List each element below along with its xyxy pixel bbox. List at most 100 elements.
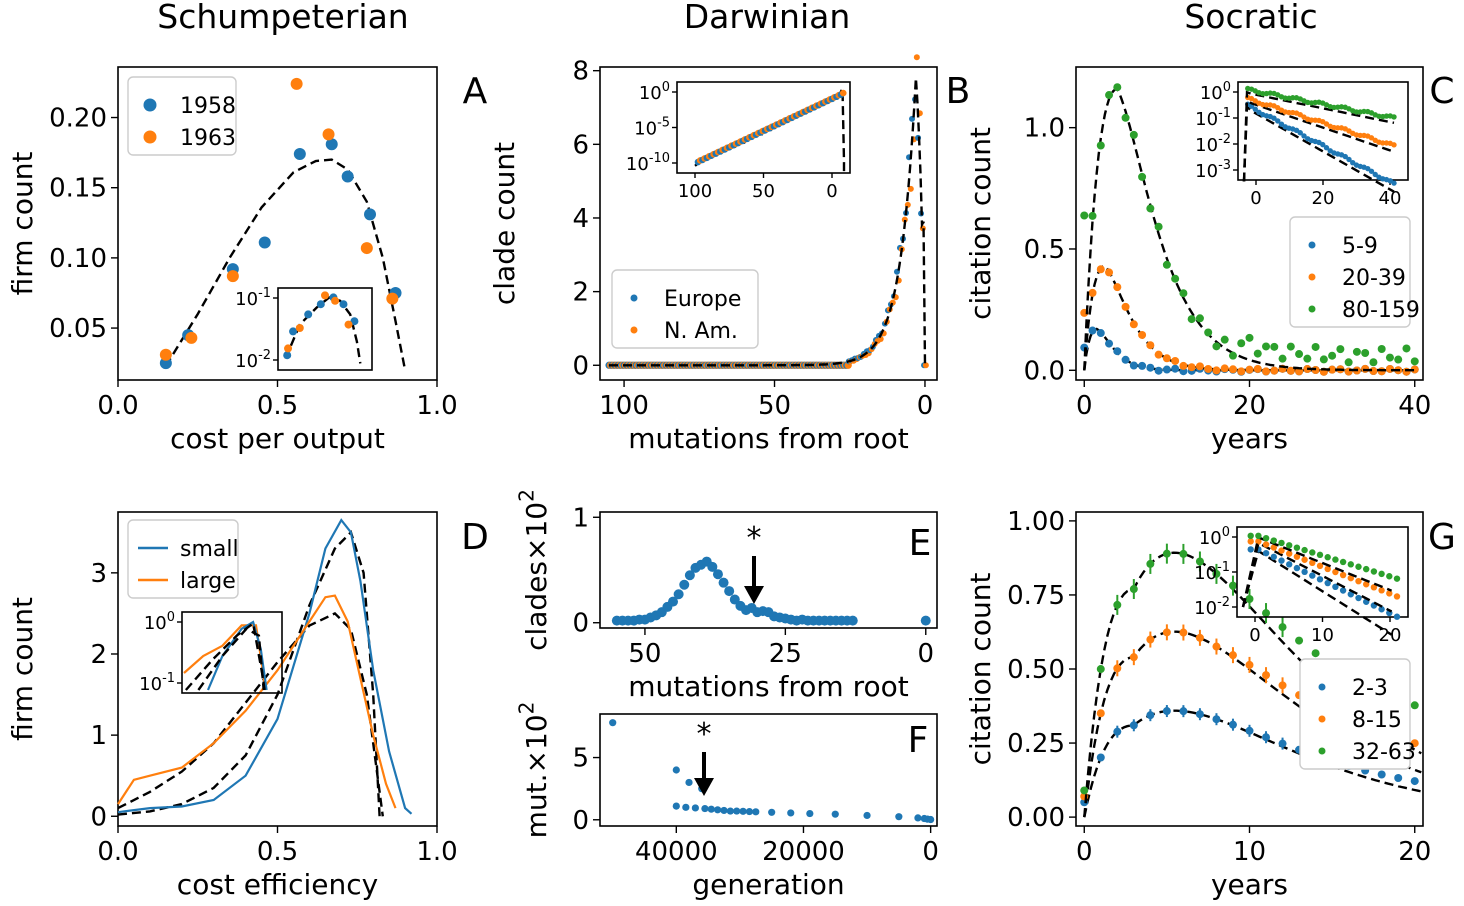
inset-line xyxy=(183,624,267,691)
data-point xyxy=(745,807,754,816)
inset-x-tick-label: 20 xyxy=(1379,625,1402,646)
panel-d: 0.0 0.5 1.0 0 1 2 3 cost efficiency firm count Ds… xyxy=(6,511,489,901)
inset-point xyxy=(1309,572,1316,579)
inset-point xyxy=(1263,102,1270,108)
data-point xyxy=(1262,342,1271,351)
plot-frame xyxy=(599,713,938,827)
inset-point xyxy=(1378,570,1385,578)
inset-point xyxy=(283,351,292,360)
x-tick-label: 0.0 xyxy=(97,837,138,867)
y-tick-label: 8 xyxy=(572,57,589,87)
data-point xyxy=(1088,326,1097,335)
y-axis-label: mut.×102 xyxy=(514,702,553,839)
inset-point xyxy=(1363,565,1370,573)
legend-label: 80-159 xyxy=(1342,298,1420,323)
panel-f: 40000 20000 0 0 5 generation mut.×102 F * xyxy=(514,702,939,901)
plot-frame xyxy=(599,511,938,629)
data-point xyxy=(1319,355,1328,364)
inset-point xyxy=(295,324,304,332)
legend-label: small xyxy=(180,537,239,562)
data-point xyxy=(1352,347,1361,356)
data-point xyxy=(1171,274,1180,283)
inset-fit xyxy=(1241,549,1393,636)
inset-point xyxy=(1301,556,1308,563)
inset-point xyxy=(1290,95,1296,101)
data-point xyxy=(895,813,903,821)
data-point xyxy=(341,170,354,183)
inset-point xyxy=(1355,563,1362,570)
data-point xyxy=(185,331,198,344)
data-point xyxy=(1162,365,1171,374)
fit-curve xyxy=(117,611,384,817)
inset-point xyxy=(1323,145,1330,151)
x-tick-label: 25 xyxy=(769,639,802,669)
data-point xyxy=(1245,333,1254,342)
inset-point xyxy=(339,300,348,309)
inset-y-tick-label: 100 xyxy=(1199,525,1230,549)
x-tick-label: 20 xyxy=(1233,391,1266,421)
data-point xyxy=(673,589,684,600)
y-tick-label: 1 xyxy=(572,503,589,533)
y-axis-label: firm count xyxy=(6,597,39,741)
inset-point xyxy=(321,291,329,300)
data-point xyxy=(1129,320,1138,329)
data-point xyxy=(360,242,373,255)
y-axis-label: clade count xyxy=(488,142,521,305)
inset-point xyxy=(1316,551,1324,559)
inset-y-tick-label: 100 xyxy=(144,610,175,634)
legend-marker xyxy=(630,294,638,302)
inset-point xyxy=(1270,544,1278,551)
x-tick-label: 100 xyxy=(599,391,649,421)
inset-point xyxy=(1286,561,1293,568)
data-point xyxy=(672,802,680,810)
legend-box xyxy=(127,519,239,599)
legend-marker xyxy=(630,326,638,334)
inset-point xyxy=(1386,573,1393,580)
data-point xyxy=(920,615,931,626)
data-point xyxy=(1286,366,1295,375)
column-title-schumpeterian: Schumpeterian xyxy=(157,0,408,36)
inset-point xyxy=(1372,171,1378,178)
data-point xyxy=(1096,265,1105,274)
inset-x-tick-label: 20 xyxy=(1312,188,1335,209)
inset-point xyxy=(1335,125,1341,131)
data-point xyxy=(1138,361,1147,370)
arrow-head xyxy=(694,778,714,796)
legend-marker xyxy=(143,98,157,112)
panel-label: B xyxy=(946,71,971,112)
data-point xyxy=(1138,330,1147,339)
data-point xyxy=(1212,342,1221,351)
data-point xyxy=(847,615,858,626)
fit-curve xyxy=(164,158,407,371)
data-point xyxy=(927,815,935,824)
x-tick-label: 1.0 xyxy=(416,391,457,421)
inset-point xyxy=(1391,180,1397,186)
data-point xyxy=(322,128,335,141)
data-point xyxy=(1262,367,1271,376)
data-point xyxy=(1344,358,1353,367)
data-point xyxy=(1336,345,1345,354)
data-point xyxy=(1311,342,1320,351)
x-axis-label: years xyxy=(1211,868,1288,901)
data-point xyxy=(672,766,680,774)
data-point xyxy=(1162,354,1171,363)
inset-x-tick-label: 10 xyxy=(1311,625,1334,646)
data-point xyxy=(293,148,306,161)
data-point xyxy=(1113,347,1122,356)
data-point xyxy=(1311,649,1320,658)
data-point xyxy=(1402,344,1411,353)
panel-e: 50 25 0 0 1 mutations from root clades×102 E * xyxy=(514,489,938,703)
y-tick-label: 0.20 xyxy=(49,104,107,134)
y-tick-label: 0 xyxy=(90,802,107,832)
x-axis-label: cost per output xyxy=(170,422,385,455)
panel-g: 0 10 20 0.00 0.25 0.50 0.75 1.00 years citation c… xyxy=(964,507,1456,901)
inset-point xyxy=(1391,114,1397,120)
inset-point xyxy=(1316,562,1324,570)
data-point xyxy=(1146,204,1155,213)
data-point xyxy=(914,814,922,822)
inset-point xyxy=(1393,613,1401,620)
y-tick-label: 1.0 xyxy=(1024,114,1065,144)
x-tick-label: 40000 xyxy=(635,837,718,867)
data-point xyxy=(806,809,814,818)
